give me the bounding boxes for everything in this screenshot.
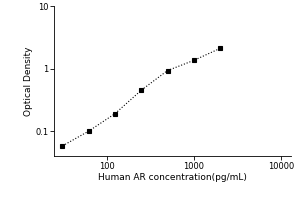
Y-axis label: Optical Density: Optical Density	[23, 46, 32, 116]
X-axis label: Human AR concentration(pg/mL): Human AR concentration(pg/mL)	[98, 173, 247, 182]
